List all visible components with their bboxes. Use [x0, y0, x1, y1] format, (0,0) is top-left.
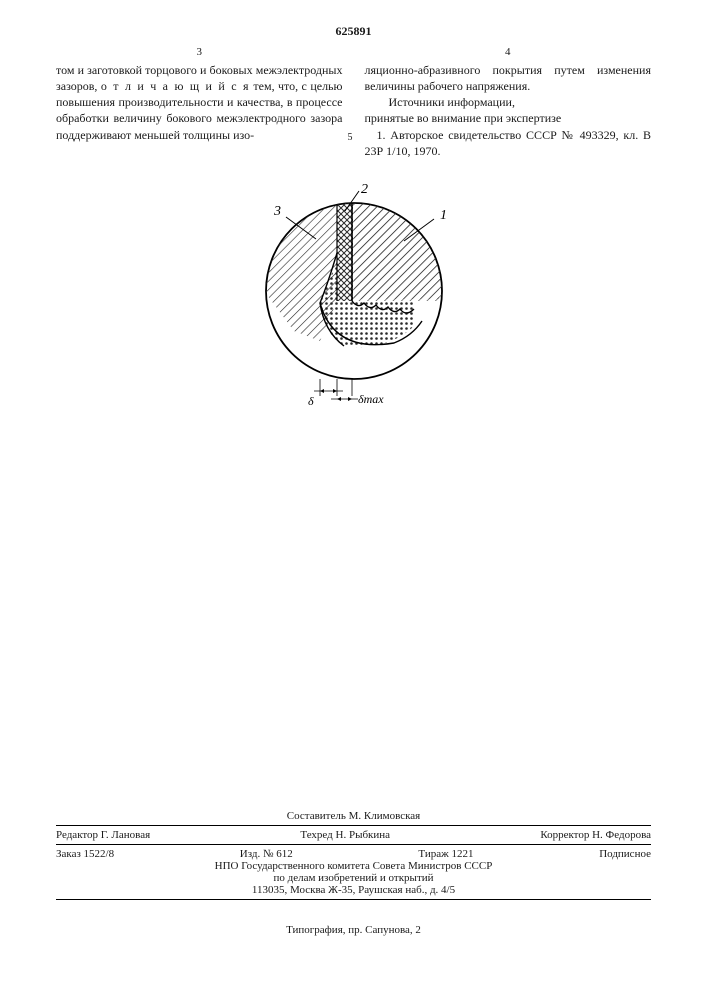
callout-3: 3	[273, 204, 281, 219]
doc-number: 625891	[56, 24, 651, 39]
dim-delta-max: δmax	[358, 392, 384, 406]
col-right-number: 4	[365, 45, 652, 60]
footer-issue: Изд. № 612	[240, 848, 293, 860]
col-left-number: 3	[56, 45, 343, 60]
dim-delta: δ	[308, 394, 314, 408]
col-right-para-3: принятые во внимание при экспертизе	[365, 110, 652, 126]
column-left: 3 том и заготовкой торцового и боковых м…	[56, 45, 343, 159]
footer-compiler: Составитель М. Климовская	[56, 810, 651, 822]
line-number-5: 5	[348, 132, 353, 143]
footer-tirage: Тираж 1221	[418, 848, 473, 860]
footer-order: Заказ 1522/8	[56, 848, 114, 860]
col-right-para-1: ляционно-абразивного покрытия путем из­м…	[365, 62, 652, 94]
col-left-para: том и заготовкой торцового и боковых меж…	[56, 62, 343, 143]
figure: 1 2 3 δ δmax	[56, 181, 651, 421]
footer-address: 113035, Москва Ж-35, Раушская наб., д. 4…	[56, 884, 651, 896]
footer-corrector: Корректор Н. Федорова	[540, 829, 651, 841]
col-right-para-4: 1. Авторское свидетельство СССР № 493329…	[365, 127, 652, 159]
callout-1: 1	[440, 208, 447, 223]
callout-2: 2	[361, 182, 368, 197]
footer-org1: НПО Государственного комитета Совета Мин…	[56, 860, 651, 872]
col-right-para-2: Источники информации,	[365, 94, 652, 110]
footer: Составитель М. Климовская Редактор Г. Ла…	[56, 810, 651, 936]
footer-editor: Редактор Г. Лановая	[56, 829, 150, 841]
footer-org2: по делам изобретений и открытий	[56, 872, 651, 884]
footer-techred: Техред Н. Рыбкина	[300, 829, 390, 841]
diagram-svg: 1 2 3 δ δmax	[224, 181, 484, 421]
footer-subscription: Подписное	[599, 848, 651, 860]
column-right: 4 ляционно-абразивного покрытия путем из…	[365, 45, 652, 159]
text-columns: 3 том и заготовкой торцового и боковых м…	[56, 45, 651, 159]
footer-typography: Типография, пр. Сапунова, 2	[56, 924, 651, 936]
